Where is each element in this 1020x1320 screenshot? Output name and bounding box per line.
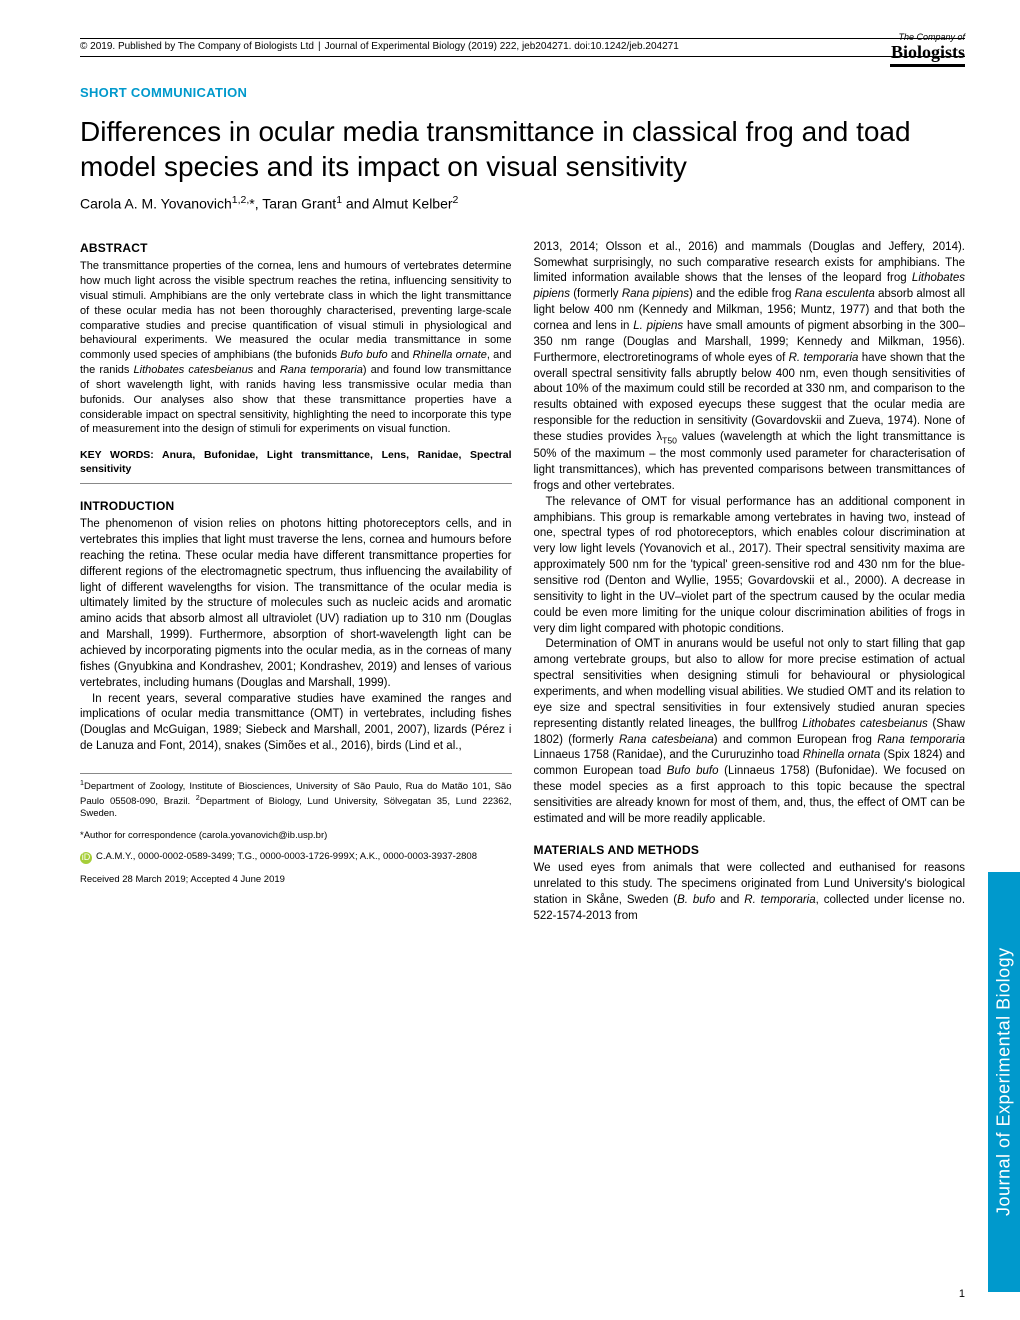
journal-reference: Journal of Experimental Biology (2019) 2… — [325, 41, 679, 52]
orcid-icon: iD — [80, 852, 92, 864]
orcid-line: iD C.A.M.Y., 0000-0002-0589-3499; T.G., … — [80, 851, 512, 864]
correspondence-footnote: *Author for correspondence (carola.yovan… — [80, 830, 512, 842]
intro-p2: In recent years, several comparative stu… — [80, 692, 512, 755]
top-rule — [80, 38, 965, 39]
abstract-text: The transmittance properties of the corn… — [80, 259, 512, 437]
copyright-text: © 2019. Published by The Company of Biol… — [80, 41, 314, 52]
keywords-rule — [80, 483, 512, 484]
right-p1: 2013, 2014; Olsson et al., 2016) and mam… — [534, 240, 966, 495]
affiliation-footnote: 1Department of Zoology, Institute of Bio… — [80, 779, 512, 820]
logo-line1: The Company of — [890, 32, 965, 42]
footnote-rule — [80, 773, 512, 774]
keywords: KEY WORDS: Anura, Bufonidae, Light trans… — [80, 449, 512, 476]
right-column: 2013, 2014; Olsson et al., 2016) and mam… — [534, 240, 966, 925]
methods-p1: We used eyes from animals that were coll… — [534, 861, 966, 924]
page-number: 1 — [959, 1288, 965, 1300]
left-column: ABSTRACT The transmittance properties of… — [80, 240, 512, 925]
publisher-logo: The Company of Biologists — [890, 32, 965, 67]
journal-side-tab: Journal of Experimental Biology — [988, 872, 1020, 1292]
section-label: SHORT COMMUNICATION — [80, 85, 965, 100]
article-title: Differences in ocular media transmittanc… — [80, 114, 965, 184]
header-divider: | — [318, 41, 321, 52]
running-header: © 2019. Published by The Company of Biol… — [80, 41, 965, 57]
intro-p1: The phenomenon of vision relies on photo… — [80, 517, 512, 691]
orcid-text: C.A.M.Y., 0000-0002-0589-3499; T.G., 000… — [96, 851, 477, 863]
right-p2: The relevance of OMT for visual performa… — [534, 495, 966, 638]
logo-underline — [890, 64, 965, 67]
logo-line2: Biologists — [890, 42, 965, 63]
authors-line: Carola A. M. Yovanovich1,2,*, Taran Gran… — [80, 194, 965, 212]
right-p3: Determination of OMT in anurans would be… — [534, 637, 966, 827]
abstract-heading: ABSTRACT — [80, 240, 512, 257]
received-accepted: Received 28 March 2019; Accepted 4 June … — [80, 874, 512, 886]
methods-heading: MATERIALS AND METHODS — [534, 842, 966, 859]
two-column-body: ABSTRACT The transmittance properties of… — [80, 240, 965, 925]
introduction-heading: INTRODUCTION — [80, 498, 512, 515]
